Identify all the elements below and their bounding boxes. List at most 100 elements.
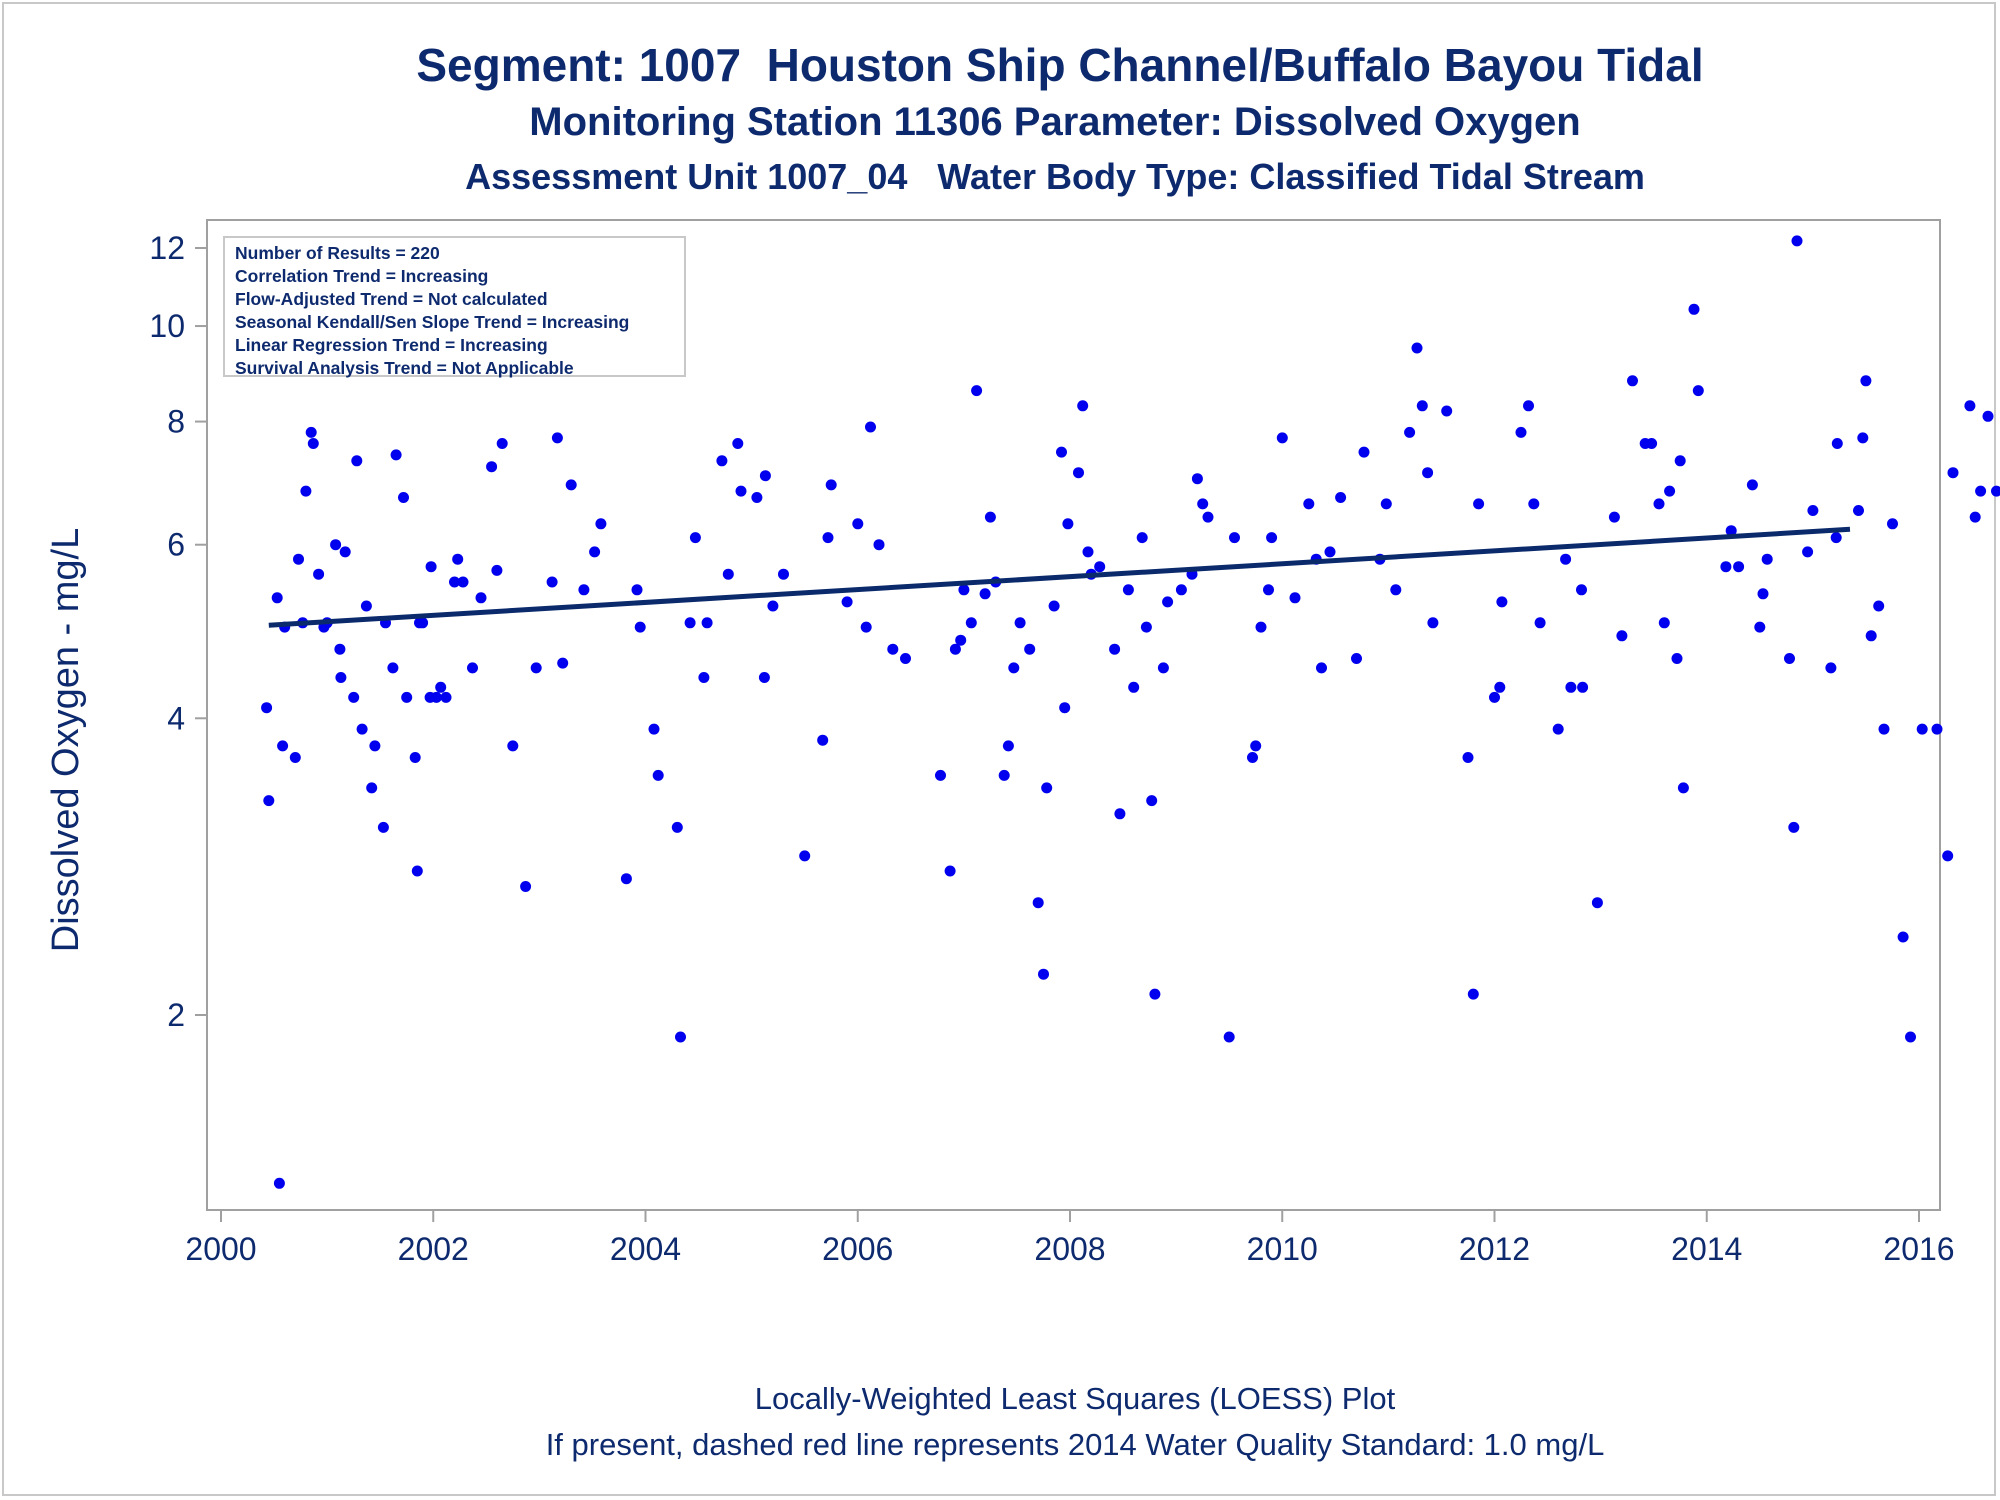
data-point [1024, 643, 1036, 655]
data-point [1197, 498, 1209, 510]
data-point [1473, 498, 1485, 510]
data-point [684, 617, 696, 629]
plot-area [206, 219, 1941, 1211]
data-point [360, 600, 372, 612]
x-tick-label-2010: 2010 [1247, 1231, 1318, 1267]
data-point [1032, 897, 1044, 909]
data-point [620, 873, 632, 885]
data-point [1560, 553, 1572, 565]
x-axis: 2000 2002 2004 2006 2008 2010 2012 2014 2016 [185, 1210, 1955, 1267]
data-point [1416, 400, 1428, 412]
data-point [1887, 518, 1898, 530]
data-point [1761, 553, 1773, 565]
data-point [334, 643, 346, 655]
data-point [289, 752, 301, 763]
y-tick-label-10: 10 [149, 308, 185, 344]
x-tick-label-2016: 2016 [1883, 1231, 1954, 1267]
data-point [1552, 723, 1564, 735]
data-point [758, 672, 770, 683]
data-point [1162, 596, 1174, 608]
data-point [1865, 630, 1877, 642]
data-point [1658, 617, 1670, 629]
data-point [496, 438, 508, 449]
x-tick-label-2014: 2014 [1671, 1231, 1742, 1267]
data-point [1411, 342, 1423, 354]
data-point [979, 588, 991, 600]
data-point [1380, 498, 1392, 510]
data-point [716, 455, 728, 467]
stats-line-seasonal-kendall: Seasonal Kendall/Sen Slope Trend = Incre… [235, 312, 630, 332]
data-point [631, 584, 643, 596]
data-point [330, 539, 342, 551]
data-point [1128, 681, 1140, 693]
data-point [1873, 600, 1885, 612]
data-point [1462, 752, 1474, 763]
data-point [293, 553, 304, 565]
data-point [1947, 467, 1959, 479]
data-point [1975, 485, 1987, 497]
chart-title: Segment: 1007 Houston Ship Channel/Buffa… [416, 39, 1704, 91]
data-point [1056, 446, 1067, 458]
data-point [1688, 303, 1700, 315]
x-tick-label-2006: 2006 [822, 1231, 893, 1267]
data-point [261, 702, 273, 714]
data-point [1825, 662, 1837, 674]
data-point [387, 662, 399, 674]
data-point [944, 865, 956, 877]
data-point [778, 568, 789, 580]
data-point [1931, 723, 1943, 735]
data-point [1991, 485, 2000, 497]
x-tick-label-2008: 2008 [1034, 1231, 1105, 1267]
data-point [1942, 850, 1954, 862]
data-point [1289, 592, 1301, 604]
data-point [351, 455, 363, 467]
data-point [1276, 432, 1288, 444]
data-point [860, 621, 872, 633]
data-point [475, 592, 487, 604]
stats-line-correlation: Correlation Trend = Increasing [235, 266, 489, 286]
data-point [1404, 426, 1416, 438]
data-point [965, 617, 977, 629]
data-point [1664, 485, 1676, 497]
data-point [1494, 681, 1506, 693]
data-point [507, 740, 519, 752]
data-point [425, 561, 437, 573]
y-axis-label: Dissolved Oxygen - mg/L [45, 528, 87, 953]
data-point [1038, 968, 1049, 980]
data-point [1788, 821, 1800, 833]
data-point [1316, 662, 1327, 674]
data-point [435, 681, 447, 693]
data-point [1534, 617, 1546, 629]
data-point [1496, 596, 1508, 608]
data-point [491, 564, 503, 576]
data-point [1303, 498, 1315, 510]
stats-line-flow-adjusted: Flow-Adjusted Trend = Not calculated [235, 289, 548, 309]
data-point [1266, 532, 1278, 544]
data-point [1653, 498, 1665, 510]
data-point [305, 426, 317, 438]
data-point [1677, 782, 1689, 794]
data-point [1351, 653, 1362, 664]
data-point [366, 782, 378, 794]
data-point [887, 643, 899, 655]
data-point [546, 576, 558, 588]
data-point [1646, 438, 1658, 449]
data-point [1122, 584, 1134, 596]
data-point [263, 795, 275, 807]
data-point [732, 438, 744, 449]
data-point [1565, 681, 1577, 693]
data-point [1720, 561, 1732, 573]
data-point [1489, 691, 1500, 703]
data-point [1784, 653, 1795, 664]
chart-subtitle: Monitoring Station 11306 Parameter: Diss… [529, 100, 1581, 144]
data-point [551, 432, 563, 444]
data-point [1905, 1031, 1916, 1043]
data-point [900, 653, 911, 664]
data-point [1149, 988, 1161, 1000]
data-point [1969, 511, 1981, 523]
data-point [1831, 438, 1843, 449]
data-point [1830, 532, 1842, 544]
data-point [1467, 988, 1479, 1000]
y-axis: 2 4 6 8 10 12 [149, 230, 207, 1033]
data-point [1746, 479, 1758, 491]
